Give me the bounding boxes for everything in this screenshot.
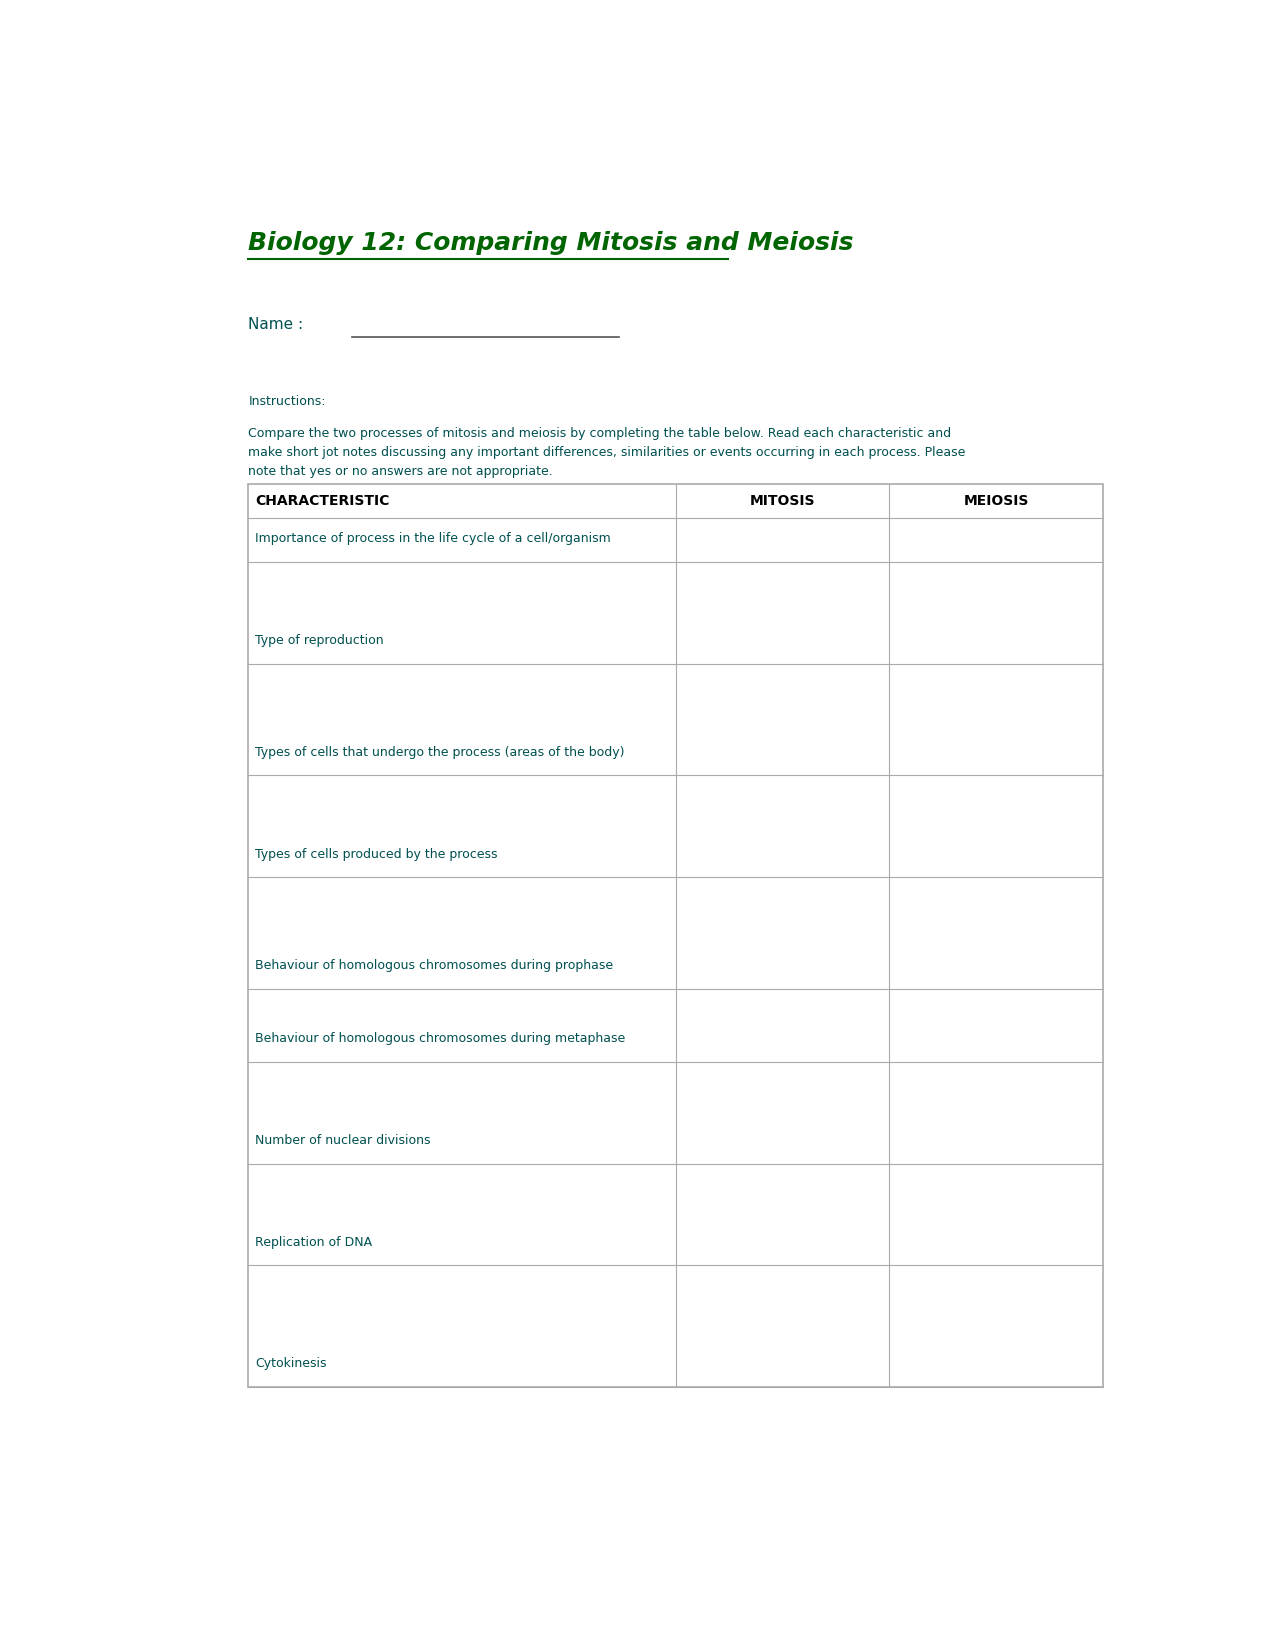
Text: Importance of process in the life cycle of a cell/organism: Importance of process in the life cycle … [255,532,611,545]
Bar [249,484,1103,1387]
Text: Instructions:: Instructions: [249,395,326,408]
Text: Name :: Name : [249,317,309,332]
Text: Behaviour of homologous chromosomes during metaphase: Behaviour of homologous chromosomes duri… [255,1032,626,1045]
Text: Compare the two processes of mitosis and meiosis by completing the table below. : Compare the two processes of mitosis and… [249,428,965,477]
Text: Behaviour of homologous chromosomes during prophase: Behaviour of homologous chromosomes duri… [255,959,613,972]
Text: CHARACTERISTIC: CHARACTERISTIC [255,494,390,509]
Text: Number of nuclear divisions: Number of nuclear divisions [255,1134,431,1147]
Text: Type of reproduction: Type of reproduction [255,634,384,647]
Text: Cytokinesis: Cytokinesis [255,1357,326,1370]
Text: MITOSIS: MITOSIS [750,494,815,509]
Text: MEIOSIS: MEIOSIS [964,494,1029,509]
Text: Types of cells produced by the process: Types of cells produced by the process [255,847,497,860]
Text: Biology 12: Comparing Mitosis and Meiosis: Biology 12: Comparing Mitosis and Meiosi… [249,231,854,256]
Text: Replication of DNA: Replication of DNA [255,1237,372,1248]
Text: Types of cells that undergo the process (areas of the body): Types of cells that undergo the process … [255,746,625,759]
